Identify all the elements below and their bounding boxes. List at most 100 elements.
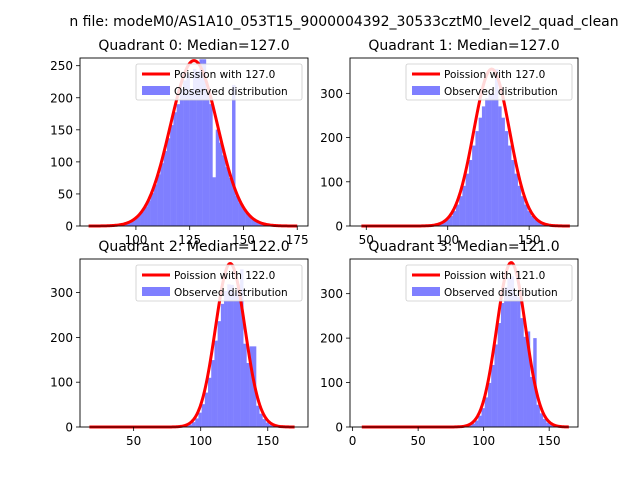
y-tick-label: 300 <box>320 287 343 301</box>
histogram-bar <box>258 222 262 226</box>
histogram-bar <box>521 196 525 226</box>
histogram-bar <box>222 155 226 226</box>
x-tick-label: 175 <box>286 233 309 247</box>
quadrant-1-histogram <box>387 69 571 227</box>
quadrant-1-axes-frame <box>349 57 579 227</box>
histogram-bar <box>491 364 495 427</box>
x-tick-label: 100 <box>436 233 459 247</box>
histogram-bar <box>265 422 270 427</box>
legend-box <box>135 264 303 302</box>
histogram-bar <box>230 284 234 427</box>
quadrant-2-axes-frame <box>79 258 309 428</box>
legend-histogram-label: Observed distribution <box>444 86 558 98</box>
histogram-bar <box>224 290 228 427</box>
histogram-bar <box>439 223 444 226</box>
histogram-bar <box>449 215 453 226</box>
histogram-bar <box>494 344 498 427</box>
quadrant-0-legend: Poission with 127.0 Observed distribution <box>135 63 303 101</box>
quadrant-3-axes-frame <box>349 258 579 428</box>
histogram-bar <box>530 215 535 226</box>
histogram-bar <box>202 59 207 227</box>
legend-box <box>405 63 573 101</box>
histogram-bar <box>214 340 218 427</box>
histogram-bar <box>211 360 215 427</box>
histogram-bar <box>166 138 171 226</box>
histogram-bar <box>446 219 450 226</box>
histogram-bar <box>212 177 216 226</box>
histogram-bar <box>539 413 544 427</box>
histogram-bar <box>228 177 233 226</box>
histogram-bar <box>511 160 515 226</box>
quadrant-1-chart: 50 100 150 0 100 200 300 Poission with 127.0 Obs… <box>320 38 579 247</box>
histogram-bar <box>204 392 209 427</box>
histogram-bar <box>201 404 206 427</box>
y-tick-label: 250 <box>50 59 73 73</box>
y-tick-label: 200 <box>50 91 73 105</box>
histogram-bar <box>475 131 479 226</box>
histogram-bar <box>549 424 553 427</box>
histogram-bar <box>507 277 511 427</box>
x-tick-label: 0 <box>349 434 357 448</box>
y-tick-label: 100 <box>50 376 73 390</box>
figure-suptitle: n file: modeM0/AS1A10_053T15_9000004392_… <box>69 14 618 30</box>
y-tick-label: 200 <box>50 331 73 345</box>
y-tick-label: 50 <box>58 187 73 201</box>
histogram-bar <box>195 418 199 427</box>
x-tick-label: 150 <box>538 434 561 448</box>
x-tick-label: 100 <box>472 434 495 448</box>
histogram-bar <box>209 104 213 226</box>
histogram-bar <box>459 196 463 226</box>
histogram-bar <box>517 296 521 427</box>
histogram-bar <box>491 93 496 227</box>
histogram-bar <box>524 204 528 226</box>
histogram-bar <box>500 303 505 427</box>
histogram-bar <box>517 185 522 226</box>
quadrant-0-title: Quadrant 0: Median=127.0 <box>98 38 289 54</box>
histogram-bar <box>163 151 168 226</box>
histogram-bar <box>220 303 225 427</box>
histogram-bar <box>233 292 238 427</box>
histogram-bar <box>249 346 254 427</box>
legend-histogram-swatch <box>412 86 440 95</box>
histogram-bar <box>227 284 231 427</box>
y-tick-label: 0 <box>335 421 343 435</box>
y-tick-label: 100 <box>320 376 343 390</box>
histogram-bar <box>465 173 470 226</box>
legend-box <box>135 63 303 101</box>
histogram-bar <box>243 343 247 427</box>
histogram-bar <box>157 174 161 226</box>
histogram-bar <box>484 397 489 427</box>
histogram-bar <box>245 212 249 226</box>
x-tick-label: 150 <box>518 233 541 247</box>
histogram-bar <box>225 167 229 226</box>
y-tick-label: 0 <box>65 220 73 234</box>
histogram-bar <box>217 321 222 427</box>
quadrant-2-title: Quadrant 2: Median=122.0 <box>98 239 289 255</box>
legend-histogram-swatch <box>412 287 440 296</box>
histogram-bar <box>527 211 531 226</box>
legend-box <box>405 264 573 302</box>
y-tick-label: 200 <box>320 332 343 346</box>
y-tick-label: 0 <box>65 421 73 435</box>
histogram-bar <box>472 145 476 226</box>
histogram-bar <box>494 69 499 226</box>
y-tick-label: 150 <box>50 123 73 137</box>
x-tick-label: 100 <box>124 233 147 247</box>
histogram-bar <box>144 206 148 226</box>
legend-histogram-swatch <box>142 287 170 296</box>
legend-histogram-label: Observed distribution <box>174 287 288 299</box>
histogram-bar <box>481 106 486 226</box>
histogram-bar <box>240 269 244 427</box>
histogram-bar <box>140 211 145 226</box>
histogram-bar <box>452 211 457 226</box>
x-tick-label: 50 <box>359 233 374 247</box>
histogram-bar <box>198 412 202 427</box>
histogram-bar <box>173 112 177 226</box>
y-tick-label: 100 <box>320 175 343 189</box>
histogram-bar <box>134 218 138 226</box>
y-tick-label: 200 <box>320 131 343 145</box>
histogram-bar <box>238 202 243 226</box>
histogram-bar <box>520 318 524 427</box>
quadrant-1-title: Quadrant 1: Median=127.0 <box>368 38 559 54</box>
histogram-bar <box>536 404 540 427</box>
